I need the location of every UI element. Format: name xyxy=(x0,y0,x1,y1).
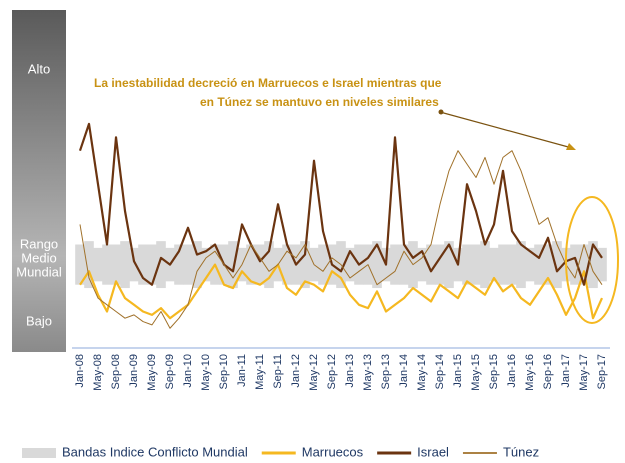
side-label: Alto xyxy=(28,61,50,76)
band xyxy=(192,241,202,289)
x-tick-label: Sep-09 xyxy=(164,354,176,389)
side-label: Mundial xyxy=(16,264,62,279)
band xyxy=(480,241,490,289)
band xyxy=(156,241,166,289)
side-label: Medio xyxy=(21,250,56,265)
x-tick-label: Jan-14 xyxy=(398,354,410,388)
band xyxy=(390,244,400,285)
x-tick-label: Sep-14 xyxy=(434,354,446,389)
band xyxy=(552,241,562,289)
band xyxy=(138,244,148,285)
band xyxy=(174,244,184,285)
x-tick-label: Sep-12 xyxy=(326,354,338,389)
x-tick-label: Jan-08 xyxy=(74,354,86,388)
band xyxy=(282,244,292,285)
band xyxy=(597,247,607,282)
legend-label: Túnez xyxy=(503,444,539,459)
x-tick-label: May-11 xyxy=(254,354,266,390)
x-tick-label: Sep-17 xyxy=(596,354,608,389)
x-tick-label: Jan-17 xyxy=(560,354,572,388)
band xyxy=(417,247,427,282)
x-tick-label: Jan-16 xyxy=(506,354,518,388)
band xyxy=(246,244,256,285)
series-line xyxy=(78,122,603,286)
band xyxy=(444,241,454,289)
x-tick-label: May-17 xyxy=(578,354,590,391)
legend-label: Marruecos xyxy=(302,444,364,459)
band xyxy=(345,247,355,282)
band xyxy=(588,241,598,289)
band xyxy=(120,241,130,289)
band xyxy=(264,241,274,289)
x-tick-label: Jan-10 xyxy=(182,354,194,388)
band xyxy=(462,244,472,285)
band xyxy=(534,244,544,285)
annotation: en Túnez se mantuvo en niveles similares xyxy=(200,95,439,109)
x-tick-label: May-13 xyxy=(362,354,374,391)
x-tick-label: May-15 xyxy=(470,354,482,391)
x-tick-label: May-10 xyxy=(200,354,212,391)
x-tick-label: May-08 xyxy=(92,354,104,391)
band xyxy=(255,244,265,285)
legend-swatch xyxy=(22,448,56,458)
band xyxy=(507,244,517,285)
band xyxy=(399,244,409,285)
side-label: Rango xyxy=(20,236,58,251)
band xyxy=(75,244,85,285)
arrow xyxy=(439,111,573,149)
annotation: La inestabilidad decreció en Marruecos e… xyxy=(94,76,442,90)
legend-label: Israel xyxy=(417,444,449,459)
band xyxy=(525,247,535,282)
x-tick-label: May-12 xyxy=(308,354,320,391)
x-tick-label: Jan-09 xyxy=(128,354,140,388)
x-tick-label: Sep-11 xyxy=(272,354,284,389)
series-line xyxy=(79,150,603,329)
x-tick-label: Sep-08 xyxy=(110,354,122,389)
band xyxy=(183,244,193,285)
legend-label: Bandas Indice Conflicto Mundial xyxy=(62,444,248,459)
band xyxy=(489,247,499,282)
band xyxy=(543,244,553,285)
band xyxy=(93,247,103,282)
x-tick-label: Jan-15 xyxy=(452,354,464,388)
side-label: Bajo xyxy=(26,313,52,328)
x-tick-label: Sep-10 xyxy=(218,354,230,389)
x-tick-label: Jan-12 xyxy=(290,354,302,388)
band xyxy=(102,244,112,285)
band xyxy=(228,241,238,289)
x-tick-label: Sep-16 xyxy=(542,354,554,389)
x-tick-label: Jan-11 xyxy=(236,354,248,387)
x-tick-label: May-14 xyxy=(416,354,428,391)
band xyxy=(201,247,211,282)
scale-bar xyxy=(12,10,66,352)
band xyxy=(579,244,589,285)
band xyxy=(570,244,580,285)
band xyxy=(147,244,157,285)
x-tick-label: Sep-15 xyxy=(488,354,500,389)
band xyxy=(516,241,526,289)
x-tick-label: May-09 xyxy=(146,354,158,391)
x-tick-label: Sep-13 xyxy=(380,354,392,389)
plot xyxy=(75,122,607,329)
arrow-head xyxy=(566,143,576,150)
band xyxy=(426,244,436,285)
arrow-tail xyxy=(438,109,444,115)
band xyxy=(435,244,445,285)
highlight xyxy=(565,196,619,324)
band xyxy=(111,244,121,285)
band xyxy=(372,241,382,289)
band xyxy=(318,244,328,285)
band xyxy=(129,247,139,282)
band xyxy=(84,241,94,289)
x-tick-label: May-16 xyxy=(524,354,536,391)
series-line xyxy=(79,263,604,320)
x-tick-label: Jan-13 xyxy=(344,354,356,388)
band xyxy=(300,241,310,289)
band xyxy=(498,244,508,285)
band xyxy=(471,244,481,285)
